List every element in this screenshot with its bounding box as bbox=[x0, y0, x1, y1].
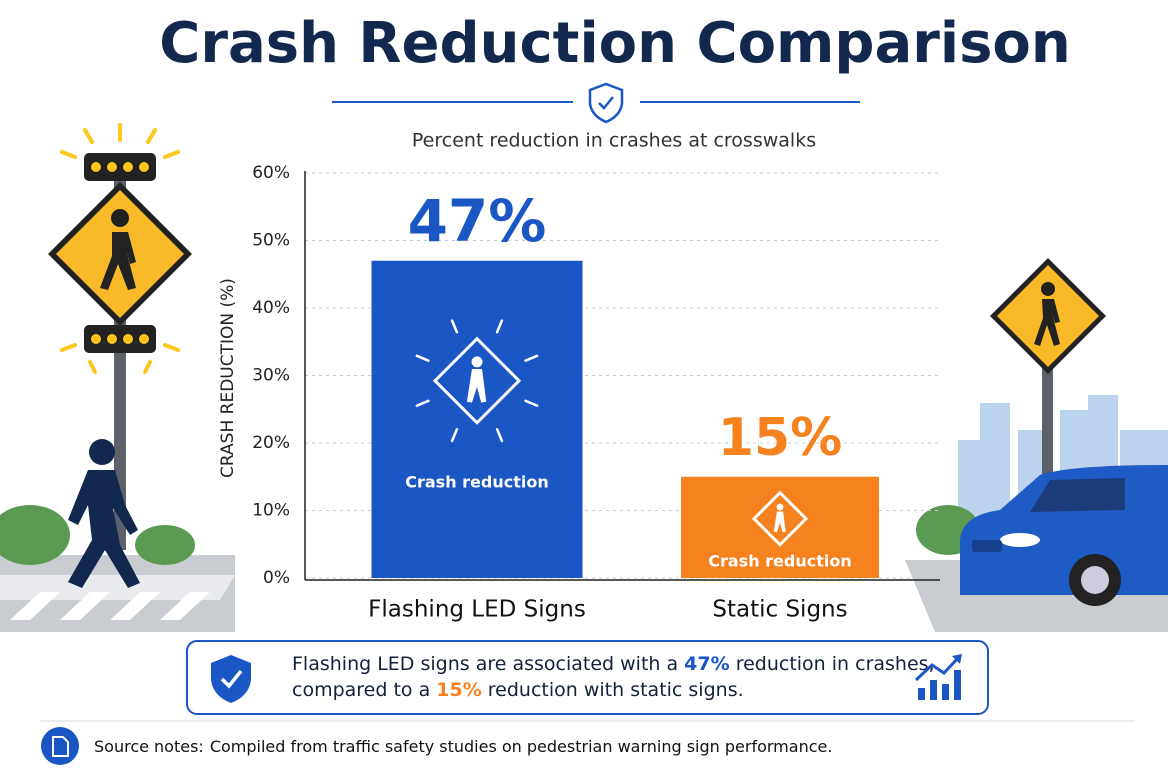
crosswalk bbox=[10, 592, 210, 620]
sidewalk bbox=[0, 575, 235, 600]
icon-ray bbox=[415, 399, 430, 407]
left-scene bbox=[0, 123, 235, 632]
subtitle: Percent reduction in crashes at crosswal… bbox=[412, 130, 816, 152]
icon-ray bbox=[524, 399, 539, 407]
icon-diamond bbox=[751, 490, 809, 547]
x-tick-label: Static Signs bbox=[712, 597, 847, 623]
callout-line: compared to a 15% reduction with static … bbox=[292, 679, 744, 701]
icon-ray bbox=[450, 428, 459, 443]
icon-ray bbox=[524, 354, 539, 362]
bar-inner-label: Crash reduction bbox=[405, 472, 549, 491]
doc-icon-bg bbox=[41, 727, 79, 765]
doc-icon bbox=[52, 736, 69, 757]
callout-highlight: 15% bbox=[436, 679, 481, 701]
pedestrian bbox=[68, 439, 140, 588]
callout-highlight: 47% bbox=[684, 653, 729, 675]
callout-line: Flashing LED signs are associated with a… bbox=[292, 653, 935, 675]
car bbox=[960, 465, 1168, 606]
bush bbox=[0, 505, 70, 565]
check-icon bbox=[220, 669, 243, 689]
glow-rays bbox=[60, 123, 180, 374]
y-tick-label: 30% bbox=[252, 366, 290, 386]
chart-title: Crash Reduction Comparison bbox=[159, 11, 1071, 76]
bar-icon bbox=[751, 490, 809, 547]
icon-ray bbox=[415, 354, 430, 362]
sign-pedestrian bbox=[1034, 282, 1060, 346]
callout-text: reduction with static signs. bbox=[482, 679, 744, 701]
shield-icon bbox=[211, 655, 251, 703]
shield-icon bbox=[588, 82, 624, 124]
icon-ray bbox=[495, 428, 504, 443]
y-tick-label: 50% bbox=[252, 231, 290, 251]
bar-icon bbox=[415, 319, 539, 443]
x-tick-label: Flashing LED Signs bbox=[368, 597, 586, 623]
led-bar bbox=[84, 325, 156, 353]
icon-head bbox=[776, 503, 784, 511]
check-icon bbox=[598, 96, 614, 110]
callout-text: Flashing LED signs are associated with a bbox=[292, 653, 684, 675]
y-tick-label: 60% bbox=[252, 163, 290, 183]
icon-diamond bbox=[432, 336, 522, 425]
bush bbox=[135, 525, 195, 565]
right-scene bbox=[905, 258, 1168, 632]
callout-box bbox=[186, 640, 989, 715]
sign-pedestrian bbox=[100, 209, 136, 290]
y-tick-label: 0% bbox=[263, 568, 290, 588]
source-label: Source notes: bbox=[94, 737, 204, 756]
sign-pole bbox=[1042, 360, 1053, 505]
y-tick-label: 20% bbox=[252, 433, 290, 453]
callout-text: reduction in crashes, bbox=[730, 653, 935, 675]
trend-icon bbox=[914, 654, 962, 700]
y-tick-label: 40% bbox=[252, 298, 290, 318]
value-label: 47% bbox=[408, 187, 547, 255]
icon-head bbox=[471, 356, 483, 368]
led-bar bbox=[84, 153, 156, 181]
bar-inner-label: Crash reduction bbox=[708, 551, 852, 570]
icon-ray bbox=[495, 319, 504, 334]
value-label: 15% bbox=[718, 408, 842, 468]
bar bbox=[371, 260, 583, 578]
source-notes: Source notes: Compiled from traffic safet… bbox=[94, 737, 832, 756]
icon-ray bbox=[450, 319, 459, 334]
callout-text: compared to a bbox=[292, 679, 436, 701]
plot: 0% 10% 20% 30% 40% 50% 60% Flashing LED Signs 47… bbox=[252, 163, 940, 623]
icon-body bbox=[773, 511, 786, 533]
y-tick-label: 10% bbox=[252, 501, 290, 521]
y-axis-label: CRASH REDUCTION (%) bbox=[218, 278, 238, 478]
icon-body bbox=[466, 368, 487, 403]
source-text: Compiled from traffic safety studies on … bbox=[210, 737, 833, 756]
